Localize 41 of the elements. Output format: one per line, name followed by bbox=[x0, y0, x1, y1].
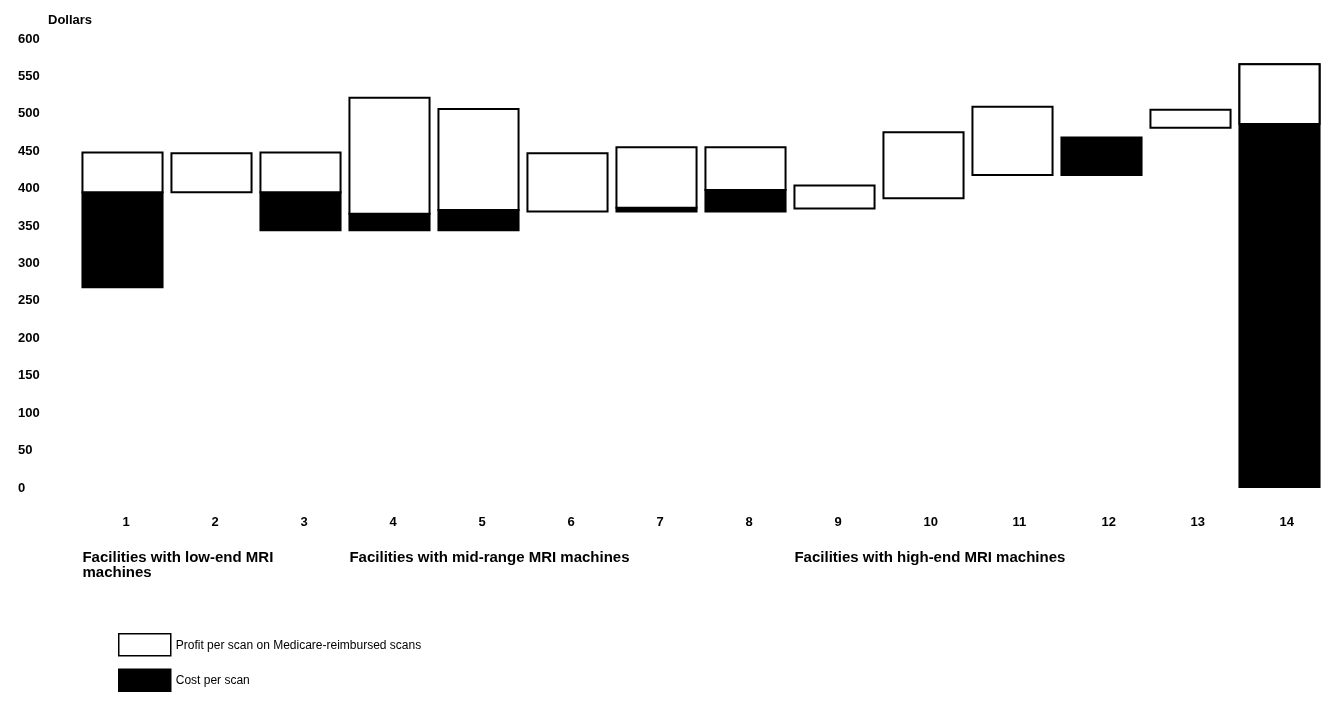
x-tick-label: 11 bbox=[1012, 514, 1027, 529]
y-tick-label: 600 bbox=[18, 30, 40, 46]
y-axis-title: Dollars bbox=[48, 12, 93, 27]
x-tick-label: 3 bbox=[300, 514, 308, 529]
x-tick-label: 8 bbox=[745, 514, 753, 529]
y-tick-label: 0 bbox=[18, 479, 26, 495]
y-tick-label: 500 bbox=[18, 105, 40, 121]
x-tick-label: 1 bbox=[122, 514, 130, 529]
y-tick-label: 300 bbox=[18, 255, 40, 270]
x-tick-label: 4 bbox=[389, 514, 398, 529]
bar bbox=[971, 105, 1054, 176]
bar bbox=[615, 146, 698, 209]
x-tick-label: 5 bbox=[478, 514, 486, 529]
y-tick-label: 450 bbox=[18, 142, 40, 158]
text: Facilities with mid-range MRI machines bbox=[349, 548, 630, 565]
y-tick-label: 100 bbox=[18, 404, 40, 420]
x-tick-label: 13 bbox=[1190, 514, 1205, 529]
x-tick-label: 12 bbox=[1101, 514, 1116, 529]
legend-label: Cost per scan bbox=[175, 673, 250, 688]
text: Facilities with low-end MRI machines bbox=[82, 548, 278, 580]
x-tick-label: 14 bbox=[1279, 514, 1295, 529]
y-tick-label: 350 bbox=[18, 217, 40, 233]
y-tick-label: 550 bbox=[18, 67, 40, 83]
y-tick-label: 50 bbox=[18, 442, 33, 458]
bar bbox=[1060, 136, 1143, 176]
x-tick-label: 9 bbox=[834, 514, 842, 529]
bar bbox=[882, 131, 965, 200]
y-tick-label: 250 bbox=[18, 292, 40, 308]
x-tick-label: 10 bbox=[923, 514, 938, 529]
y-tick-label: 150 bbox=[18, 367, 40, 383]
text: Facilities with high-end MRI machines bbox=[794, 548, 1066, 565]
bar bbox=[1149, 108, 1232, 129]
bar bbox=[526, 152, 609, 213]
bar bbox=[170, 152, 253, 194]
x-tick-label: 7 bbox=[656, 514, 664, 529]
y-tick-label: 200 bbox=[18, 329, 40, 345]
x-tick-label: 6 bbox=[567, 514, 575, 529]
y-tick-label: 400 bbox=[18, 180, 40, 196]
legend-label: Profit per scan on Medicare-reimbursed scans bbox=[175, 637, 422, 652]
x-tick-label: 2 bbox=[211, 514, 219, 529]
bar bbox=[793, 184, 876, 210]
